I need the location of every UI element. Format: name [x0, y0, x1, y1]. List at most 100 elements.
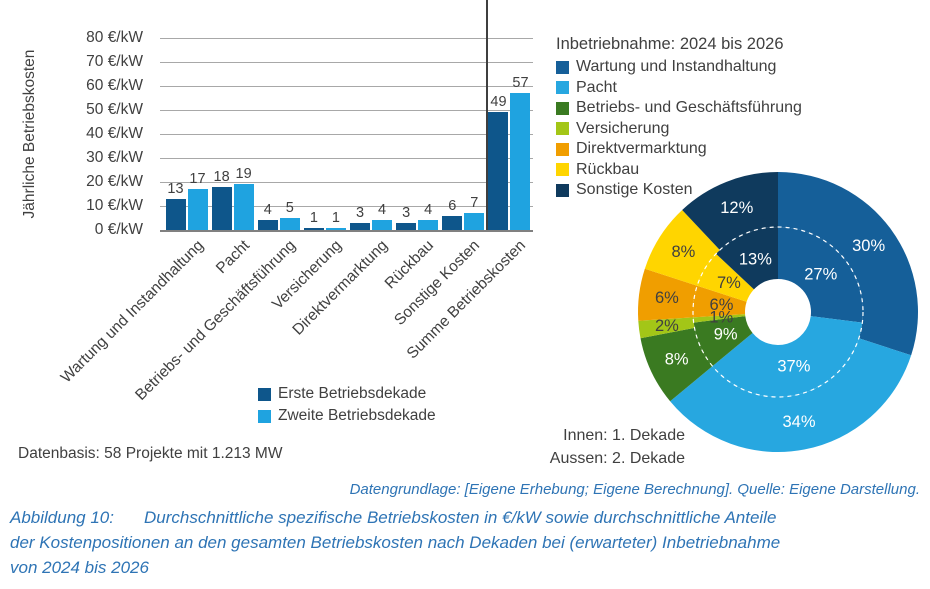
ring-note: Innen: 1. Dekade Aussen: 2. Dekade	[550, 424, 685, 470]
pie-legend-item: Rückbau	[556, 161, 639, 179]
bar-value-label: 4	[378, 202, 387, 219]
bar-value-label: 17	[189, 171, 206, 188]
donut-percent-label: 1%	[709, 308, 733, 326]
legend-swatch	[556, 122, 569, 135]
pie-legend-item: Direktvermarktung	[556, 140, 707, 158]
donut-slice-inner	[693, 285, 747, 318]
legend-label: Betriebs- und Geschäftsführung	[576, 99, 802, 116]
donut-percent-label: 8%	[665, 351, 689, 369]
bar-value-label: 18	[213, 168, 230, 185]
donut-slice-inner	[716, 227, 778, 290]
y-tick-label: 30 €/kW	[86, 149, 143, 166]
bar-value-label: 3	[356, 204, 365, 221]
gridline	[160, 157, 533, 159]
data-basis-note: Datenbasis: 58 Projekte mit 1.213 MW	[18, 445, 283, 462]
legend-label: Rückbau	[576, 160, 640, 178]
donut-percent-label: 13%	[739, 251, 772, 269]
donut-slice-outer	[644, 209, 720, 286]
bar-value-label: 1	[331, 209, 340, 226]
legend-label: Sonstige Kosten	[576, 181, 693, 198]
legend-swatch	[556, 163, 569, 176]
gridline	[160, 109, 533, 111]
donut-percent-label: 2%	[655, 317, 679, 335]
bar-legend-item: Zweite Betriebsdekade	[258, 407, 436, 425]
donut-percent-label: 6%	[710, 296, 734, 314]
legend-label: Direktvermarktung	[576, 140, 707, 157]
caption-label: Abbildung 10:	[10, 508, 114, 527]
bar-value-label: 49	[490, 94, 507, 111]
bar-zweite	[325, 227, 346, 230]
bar-value-label: 19	[235, 166, 252, 183]
donut-slice-outer	[670, 338, 912, 453]
ring-note-outer: Aussen: 2. Dekade	[549, 450, 685, 467]
bar-zweite	[372, 220, 393, 230]
legend-swatch	[556, 60, 569, 74]
pie-legend-item: Wartung und Instandhaltung	[556, 58, 776, 76]
gridline	[160, 181, 533, 183]
bar-erste	[442, 215, 463, 230]
legend-label: Versicherung	[576, 119, 670, 137]
bar-zweite	[279, 218, 300, 230]
bar-value-label: 57	[512, 75, 529, 92]
figure-caption: Abbildung 10: Durchschnittliche spezifisc…	[10, 505, 925, 580]
donut-slice-inner	[712, 316, 863, 397]
x-axis-line	[160, 229, 533, 232]
donut-percent-label: 12%	[720, 199, 753, 217]
y-tick-label: 20 €/kW	[86, 173, 143, 190]
bar-chart-plot-area: 0 €/kW 10 €/kW 20 €/kW 30 €/kW 40 €/kW 50 €/k…	[0, 0, 560, 440]
gridline	[160, 205, 533, 207]
donut-slice-outer	[638, 317, 695, 339]
bar-value-label: 4	[263, 202, 272, 219]
bar-erste	[211, 186, 232, 230]
x-category-label: Sonstige Kosten	[391, 237, 484, 329]
bar-erste	[257, 220, 278, 230]
bar-value-label: 6	[448, 197, 457, 214]
bar-zweite	[233, 184, 254, 230]
caption-line-1: Abbildung 10: Durchschnittliche spezifisc…	[10, 505, 925, 530]
bar-erste	[350, 222, 371, 230]
donut-percent-label: 9%	[714, 326, 738, 344]
bar-erste	[165, 198, 186, 230]
y-tick-label: 60 €/kW	[86, 77, 143, 94]
legend-swatch	[258, 409, 271, 423]
donut-slice-inner	[693, 316, 753, 367]
donut-slice-inner	[697, 253, 754, 302]
pie-legend-item: Pacht	[556, 79, 617, 97]
bar-zweite	[418, 220, 439, 230]
legend-swatch	[556, 101, 569, 115]
donut-svg: 27%37%9%1%6%7%13%30%34%8%2%6%8%12%	[638, 172, 918, 453]
donut-slice-inner	[693, 314, 746, 323]
donut-slice-outer	[638, 268, 698, 321]
gridline	[160, 85, 533, 87]
legend-swatch	[556, 142, 569, 156]
y-tick-label: 0 €/kW	[94, 221, 143, 238]
y-tick-label: 70 €/kW	[86, 53, 143, 70]
legend-label: Pacht	[576, 78, 617, 96]
x-category-label: Summe Betriebskosten	[404, 237, 530, 363]
ring-note-inner: Innen: 1. Dekade	[563, 427, 685, 444]
summe-separator-line	[486, 0, 488, 230]
bar-zweite	[464, 213, 485, 230]
pie-legend-item: Versicherung	[556, 120, 669, 138]
bar-value-label: 3	[402, 204, 411, 221]
donut-slice-inner	[778, 227, 863, 323]
bar-value-label: 1	[309, 209, 318, 226]
gridline	[160, 37, 533, 39]
pie-legend-item: Sonstige Kosten	[556, 181, 693, 199]
y-tick-label: 10 €/kW	[86, 197, 143, 214]
donut-percent-label: 30%	[852, 237, 885, 255]
bar-zweite	[510, 93, 531, 230]
donut-chart: 27% 37% 9% 1% 6% 7% 13% 30% 34% 8% 2% 6% 8% 12%	[628, 162, 928, 462]
gridline	[160, 61, 533, 63]
bar-erste	[396, 222, 417, 230]
bar-erste	[488, 112, 509, 230]
bar-zweite	[187, 189, 208, 230]
y-tick-label: 40 €/kW	[86, 125, 143, 142]
bar-value-label: 4	[424, 202, 433, 219]
donut-percent-label: 27%	[804, 265, 837, 283]
gridline	[160, 133, 533, 135]
bar-value-label: 7	[470, 195, 479, 212]
bar-value-label: 5	[285, 200, 294, 216]
donut-slice-outer	[682, 172, 778, 251]
